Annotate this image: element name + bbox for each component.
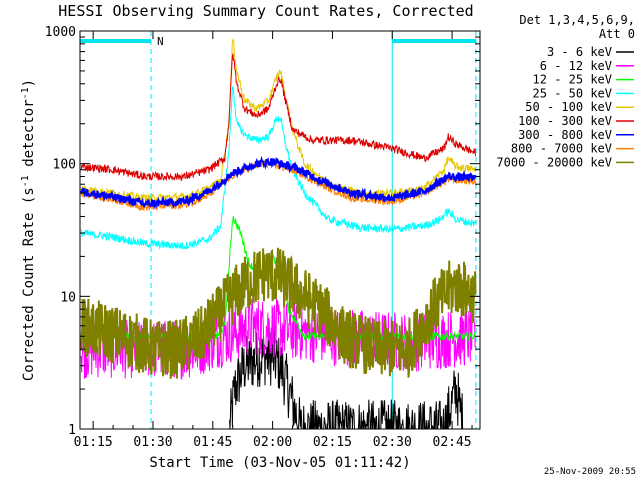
plot-frame (79, 30, 481, 430)
x-tick-label: 02:00 (253, 435, 292, 450)
y-axis-label-sup1: -1 (20, 175, 31, 187)
y-tick-label: 1 (68, 423, 76, 438)
x-tick-label: 01:30 (133, 435, 172, 450)
series-line (80, 53, 476, 182)
y-tick-label: 100 (53, 158, 76, 173)
legend-label: 800 - 7000 keV (511, 142, 612, 156)
series-layer (80, 38, 477, 430)
legend-label: 7000 - 20000 keV (496, 155, 612, 169)
x-tick-label: 02:15 (313, 435, 352, 450)
legend-label: 300 - 800 keV (518, 128, 612, 142)
night-marker-label: N (157, 35, 164, 48)
series-line (80, 247, 477, 379)
legend-label: 50 - 100 keV (525, 100, 612, 114)
y-axis-label: Corrected Count Rate (s-1 detector-1) (20, 79, 37, 381)
legend-label: 12 - 25 keV (533, 73, 612, 87)
y-axis-label-mid: detector (21, 99, 37, 175)
y-axis-label-main: Corrected Count Rate (s (21, 187, 37, 381)
y-axis-label-end: ) (21, 79, 37, 87)
x-axis-label: Start Time (03-Nov-05 01:11:42) (149, 455, 410, 471)
series-line (229, 329, 464, 430)
legend-label: 100 - 300 keV (518, 114, 612, 128)
y-tick-label: 1000 (45, 25, 76, 40)
chart-title: HESSI Observing Summary Count Rates, Cor… (58, 2, 473, 20)
timestamp: 25-Nov-2009 20:55 (544, 467, 636, 477)
legend-label: 25 - 50 keV (533, 86, 612, 100)
axes: 01:15 01:30 01:45 02:00 02:15 02:30 02:45 1 10 10… (45, 25, 480, 450)
series-line (80, 86, 476, 250)
x-tick-label: 02:45 (433, 435, 472, 450)
y-axis-label-sup2: -1 (20, 87, 31, 99)
legend-header-line1: Det 1,3,4,5,6,9, (519, 13, 635, 27)
series-line (80, 155, 477, 211)
y-tick-label: 10 (60, 290, 76, 305)
x-tick-label: 02:30 (373, 435, 412, 450)
legend-label: 3 - 6 keV (547, 45, 612, 59)
legend-label: 6 - 12 keV (540, 59, 612, 73)
legend-header-line2: Att 0 (599, 27, 635, 41)
x-tick-label: 01:15 (74, 435, 113, 450)
x-tick-label: 01:45 (193, 435, 232, 450)
